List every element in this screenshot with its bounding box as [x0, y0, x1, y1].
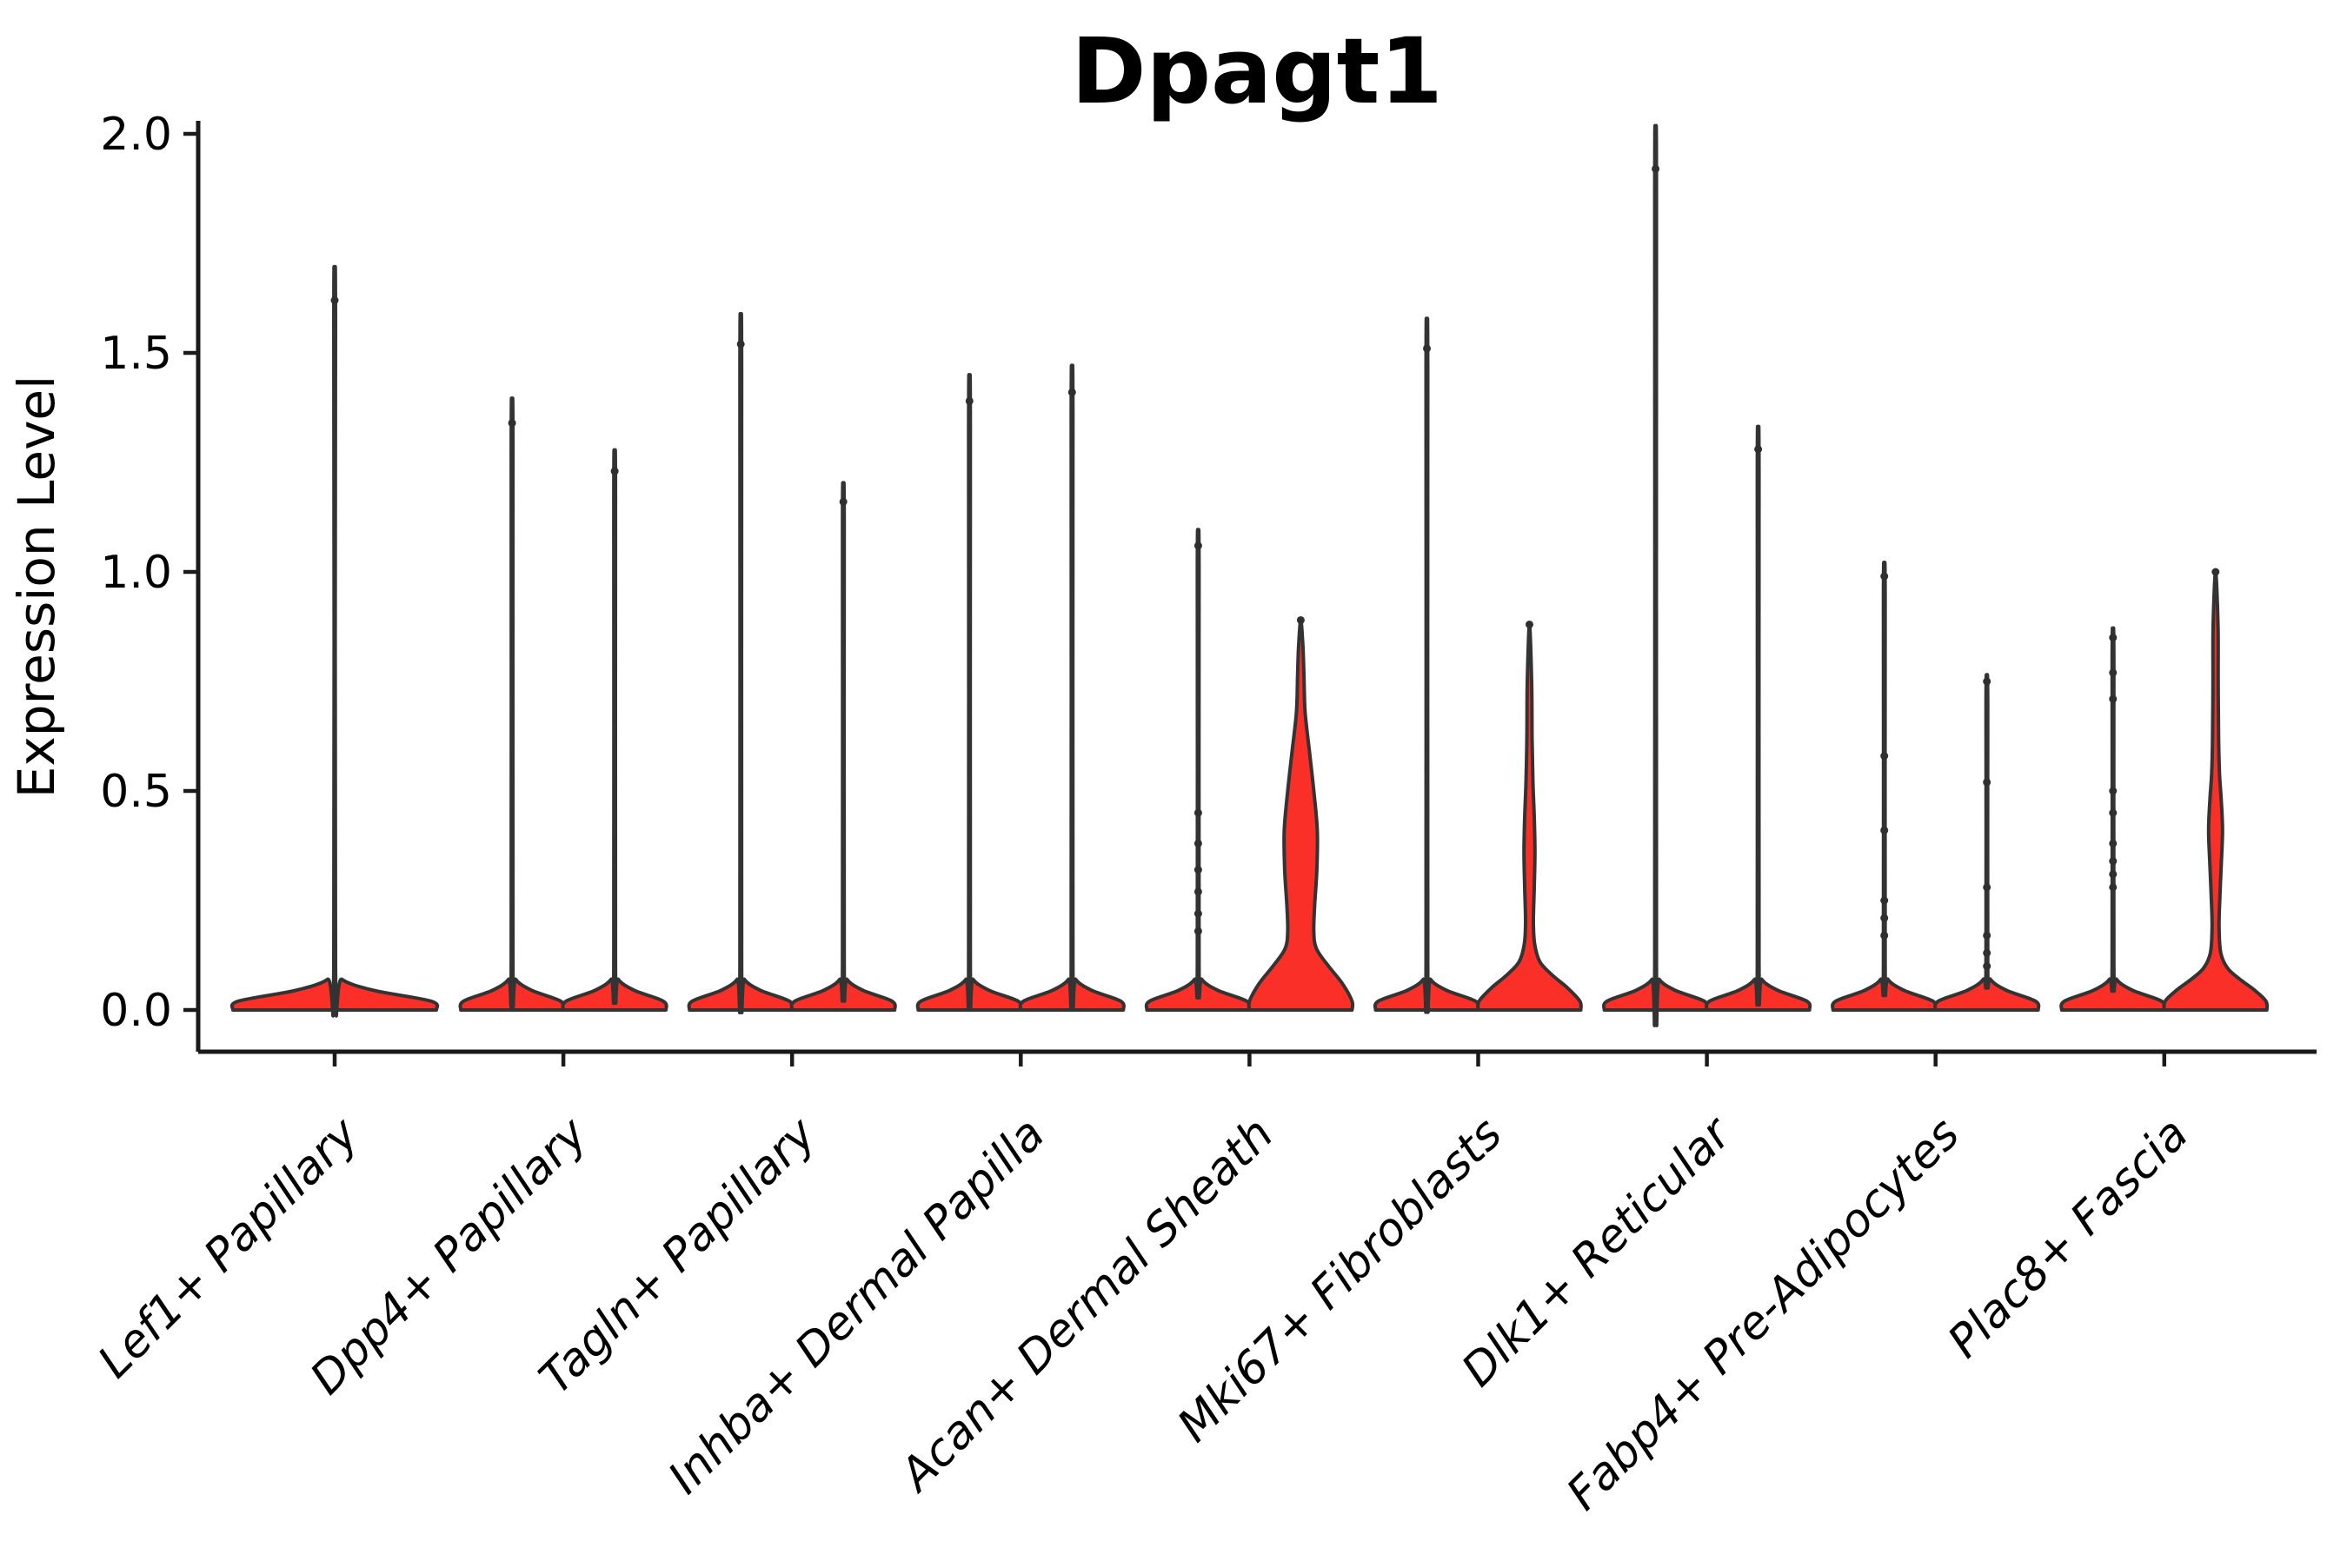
jitter-dot	[1526, 620, 1533, 628]
jitter-dot	[1983, 962, 1991, 971]
violin-8-0	[2059, 626, 2167, 1012]
chart-title: Dpagt1	[1071, 18, 1442, 124]
jitter-dot	[1067, 388, 1076, 396]
jitter-dot	[2109, 668, 2118, 677]
y-tick-label: 2.0	[100, 109, 172, 161]
jitter-dot	[508, 419, 516, 428]
violin-2-1	[789, 481, 897, 1012]
violin-8-1	[2162, 570, 2270, 1012]
violin-6-0	[1602, 123, 1710, 1027]
violin-6-1	[1705, 424, 1812, 1012]
jitter-dot	[1983, 948, 1991, 957]
jitter-dot	[2109, 634, 2118, 642]
jitter-dot	[2109, 694, 2118, 703]
jitter-dot	[2211, 568, 2220, 576]
jitter-dot	[1754, 445, 1763, 454]
jitter-dot	[1193, 866, 1202, 874]
jitter-dot	[2109, 857, 2118, 866]
jitter-dot	[965, 396, 974, 405]
violin-5-0	[1373, 316, 1481, 1014]
y-axis: 0.0 0.5 1.0 1.5 2.0	[100, 109, 201, 1052]
jitter-dot	[2109, 870, 2118, 879]
jitter-dot	[1880, 931, 1889, 940]
violin-4-0	[1144, 528, 1253, 1012]
violin-1-0	[458, 396, 566, 1012]
jitter-dot	[1193, 927, 1202, 935]
jitter-dot	[1880, 914, 1889, 922]
jitter-dot	[2109, 808, 2118, 817]
violin-7-0	[1831, 561, 1938, 1012]
jitter-dot	[1652, 164, 1660, 173]
x-tick-label: Fabp4+ Pre-Adipocytes	[1557, 1108, 1970, 1521]
x-tick-label: Inhba+ Dermal Papilla	[659, 1108, 1055, 1505]
jitter-dot	[1423, 344, 1431, 353]
violin-4-1	[1247, 618, 1355, 1012]
jitter-dot	[1193, 887, 1202, 896]
y-tick-label: 1.0	[100, 547, 172, 599]
y-tick-label: 0.0	[100, 985, 172, 1037]
jitter-dot	[839, 497, 848, 506]
jitter-dot	[1296, 615, 1305, 624]
jitter-dot	[1193, 909, 1202, 918]
violin-7-1	[1933, 673, 2041, 1012]
jitter-dot	[1880, 752, 1889, 761]
jitter-dot	[2109, 883, 2118, 892]
jitter-dot	[736, 340, 745, 349]
violin-1-1	[561, 448, 668, 1012]
jitter-dot	[1193, 808, 1202, 817]
violin-3-0	[915, 373, 1023, 1012]
jitter-dot	[610, 467, 619, 475]
y-tick-label: 1.5	[100, 328, 172, 380]
jitter-dot	[1983, 931, 1991, 940]
violin-3-1	[1018, 363, 1126, 1012]
jitter-dot	[1880, 572, 1889, 581]
violin-0-0	[229, 264, 440, 1018]
jitter-dot	[2109, 787, 2118, 795]
jitter-dot	[2109, 839, 2118, 847]
jitter-dot	[330, 296, 339, 305]
violin-5-1	[1476, 622, 1583, 1012]
jitter-dot	[1983, 883, 1991, 892]
jitter-dot	[1983, 677, 1991, 686]
jitter-dot	[1193, 839, 1202, 847]
jitter-dot	[1880, 826, 1889, 834]
x-tick-label: Plac8+ Fascia	[1938, 1108, 2198, 1368]
jitter-dot	[1193, 541, 1202, 550]
jitter-dot	[1983, 778, 1991, 787]
violins-group	[229, 123, 2270, 1027]
x-tick-label: Acan+ Dermal Sheath	[889, 1108, 1284, 1503]
violin-2-0	[687, 311, 795, 1015]
jitter-dot	[1880, 896, 1889, 905]
y-axis-label: Expression Level	[7, 375, 66, 798]
y-tick-label: 0.5	[100, 766, 172, 818]
